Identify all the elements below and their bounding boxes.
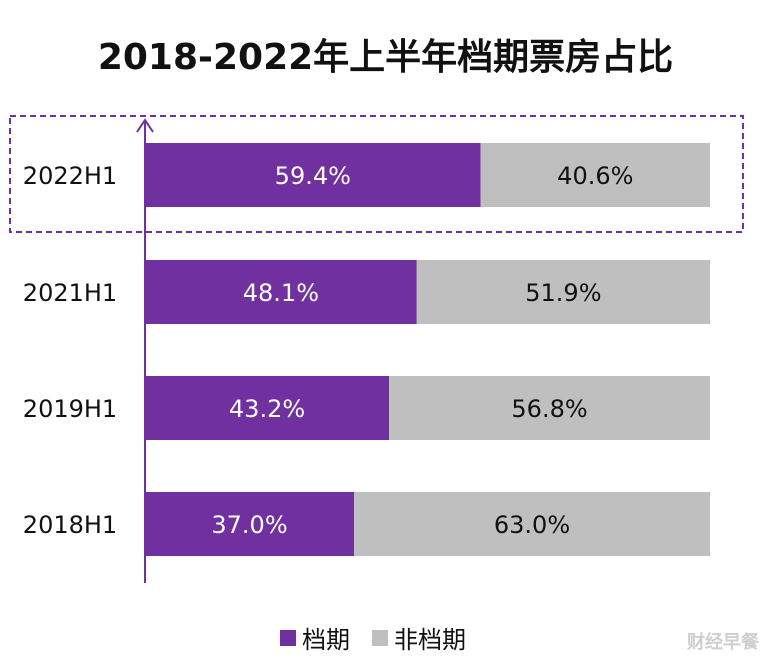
legend-item-series-2: 非档期 <box>372 620 466 655</box>
bar-2022H1-series-2 <box>480 143 710 207</box>
data-label-2021H1-series-2: 51.9% <box>525 279 601 307</box>
legend-label-series-2: 非档期 <box>394 626 466 654</box>
bar-2022H1-series-1 <box>145 143 481 207</box>
bar-2019H1-series-2 <box>389 376 710 440</box>
bar-2018H1-series-2 <box>354 492 710 556</box>
data-label-2021H1-series-1: 48.1% <box>243 279 319 307</box>
bar-2021H1-series-2 <box>416 260 710 324</box>
data-label-2018H1-series-1: 37.0% <box>211 511 287 539</box>
watermark-text: 财经早餐 <box>687 632 759 653</box>
highlight-box <box>9 115 744 233</box>
legend-item-series-1: 档期 <box>280 620 350 655</box>
data-label-2022H1-series-2: 40.6% <box>557 162 633 190</box>
legend-swatch-series-2 <box>372 629 388 646</box>
y-axis-arrow-icon <box>136 118 154 133</box>
category-label-2018H1: 2018H1 <box>23 511 117 539</box>
category-label-2019H1: 2019H1 <box>23 395 117 423</box>
bar-2018H1-series-1 <box>145 492 355 556</box>
data-label-2022H1-series-1: 59.4% <box>275 162 351 190</box>
data-label-2018H1-series-2: 63.0% <box>494 511 570 539</box>
chart-title: 2018-2022年上半年档期票房占比 <box>97 37 674 78</box>
bar-2021H1-series-1 <box>145 260 417 324</box>
legend-swatch-series-1 <box>280 629 296 646</box>
category-label-2021H1: 2021H1 <box>23 279 117 307</box>
legend: 档期 非档期 <box>280 620 488 655</box>
data-label-2019H1-series-1: 43.2% <box>229 395 305 423</box>
category-label-2022H1: 2022H1 <box>23 162 117 190</box>
data-label-2019H1-series-2: 56.8% <box>511 395 587 423</box>
legend-label-series-1: 档期 <box>302 626 350 654</box>
bar-2019H1-series-1 <box>145 376 390 440</box>
